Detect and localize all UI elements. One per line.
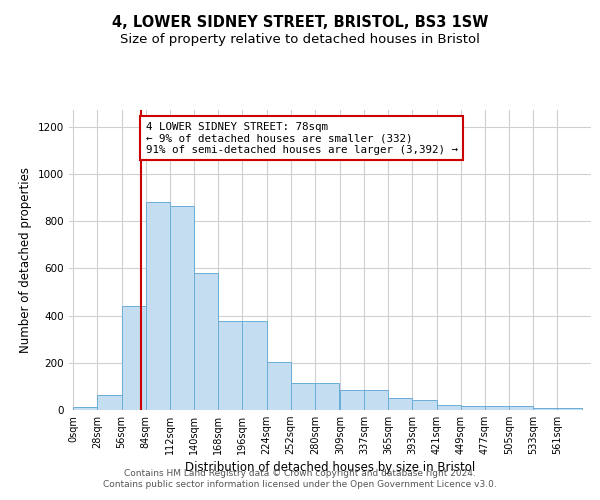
X-axis label: Distribution of detached houses by size in Bristol: Distribution of detached houses by size … [185, 462, 475, 474]
Text: Contains HM Land Registry data © Crown copyright and database right 2024.: Contains HM Land Registry data © Crown c… [124, 468, 476, 477]
Bar [122, 306, 146, 410]
Bar [194, 273, 218, 410]
Bar [388, 398, 412, 410]
Text: 4, LOWER SIDNEY STREET, BRISTOL, BS3 1SW: 4, LOWER SIDNEY STREET, BRISTOL, BS3 1SW [112, 15, 488, 30]
Bar [266, 362, 291, 410]
Text: Contains public sector information licensed under the Open Government Licence v3: Contains public sector information licen… [103, 480, 497, 489]
Y-axis label: Number of detached properties: Number of detached properties [19, 167, 32, 353]
Bar [509, 406, 533, 410]
Bar [533, 408, 557, 410]
Bar [340, 390, 364, 410]
Bar [557, 408, 581, 410]
Text: 4 LOWER SIDNEY STREET: 78sqm
← 9% of detached houses are smaller (332)
91% of se: 4 LOWER SIDNEY STREET: 78sqm ← 9% of det… [146, 122, 458, 155]
Bar [437, 406, 461, 410]
Bar [73, 407, 97, 410]
Bar [461, 406, 485, 410]
Bar [315, 383, 339, 410]
Bar [364, 390, 388, 410]
Bar [412, 400, 437, 410]
Bar [97, 394, 122, 410]
Bar [291, 383, 315, 410]
Bar [170, 206, 194, 410]
Bar [146, 202, 170, 410]
Text: Size of property relative to detached houses in Bristol: Size of property relative to detached ho… [120, 32, 480, 46]
Bar [218, 321, 242, 410]
Bar [242, 321, 266, 410]
Bar [485, 406, 509, 410]
